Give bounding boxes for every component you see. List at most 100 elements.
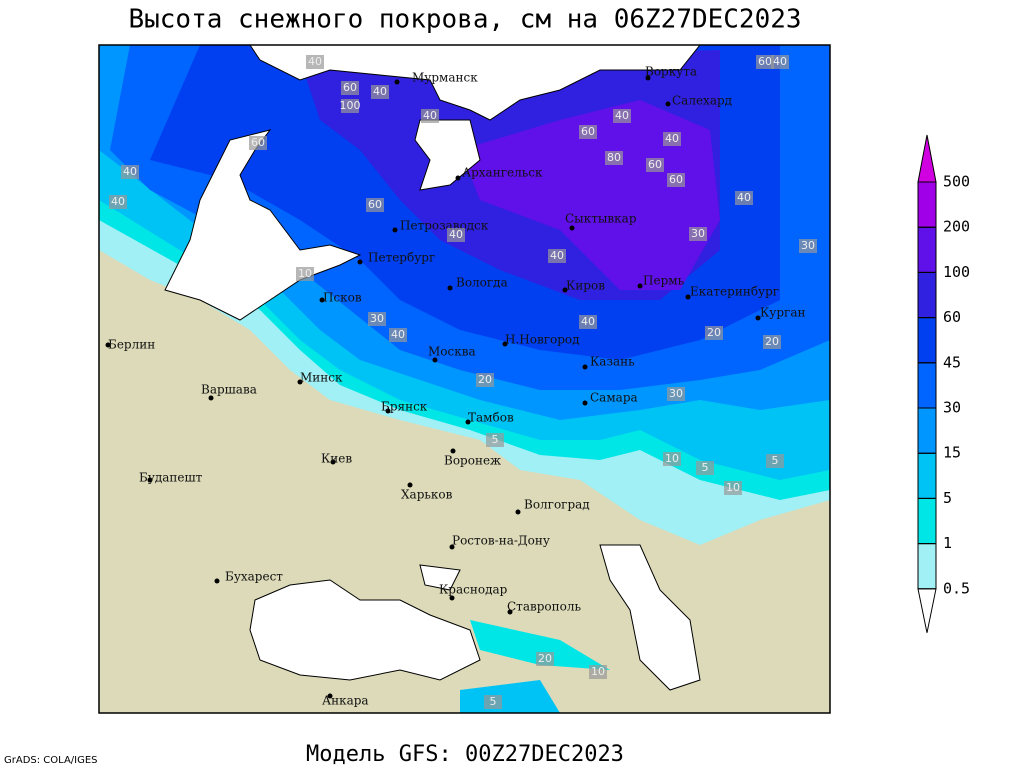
city-dot (665, 101, 671, 107)
contour-label: 30 (370, 312, 384, 325)
city-dot (319, 297, 325, 303)
contour-label: 60 (251, 136, 265, 149)
contour-label: 20 (538, 652, 552, 665)
city-dot (330, 459, 336, 465)
city-label: Москва (428, 345, 476, 359)
city-label: Брянск (381, 400, 428, 414)
contour-label-box (663, 452, 681, 466)
contour-label-box (447, 228, 465, 242)
legend-label: 500 (943, 173, 970, 191)
legend-swatch (917, 226, 937, 273)
contour-label-box (799, 239, 817, 253)
city-label: Петербург (368, 251, 435, 265)
legend-swatch (917, 317, 937, 364)
city-dot (449, 595, 455, 601)
contour-label-box (663, 132, 681, 146)
legend-swatch (917, 407, 937, 454)
contour-label-box (689, 227, 707, 241)
contour-label-box (486, 433, 504, 447)
city-dot (515, 509, 521, 515)
contour-label: 30 (669, 387, 683, 400)
contour-label-box (476, 373, 494, 387)
legend-swatch (917, 181, 937, 228)
contour-label: 100 (340, 99, 361, 112)
contour-label: 40 (665, 132, 679, 145)
city-dot (455, 175, 461, 181)
city-dot (214, 578, 220, 584)
city-dot (327, 693, 333, 699)
contour-label: 30 (801, 239, 815, 252)
contour-label: 40 (373, 85, 387, 98)
contour-label-box (421, 109, 439, 123)
city-dot (450, 448, 456, 454)
contour-label: 10 (665, 452, 679, 465)
contour-label-box (613, 109, 631, 123)
contour-label: 40 (773, 55, 787, 68)
contour-label-box (536, 652, 554, 666)
city-dot (582, 400, 588, 406)
contour-label: 10 (591, 665, 605, 678)
contour-label: 5 (772, 454, 779, 467)
contour-label-box (696, 461, 714, 475)
contour-label-box (341, 81, 359, 95)
city-dot (385, 408, 391, 414)
contour-label: 30 (691, 227, 705, 240)
contour-label-box (771, 55, 789, 69)
contour-label-box (371, 85, 389, 99)
city-dot (394, 79, 400, 85)
contour-label: 20 (478, 373, 492, 386)
city-label: Курган (760, 306, 805, 320)
city-dot (407, 482, 413, 488)
contour-label: 40 (449, 228, 463, 241)
contour-label-box (579, 315, 597, 329)
contour-label-box (705, 326, 723, 340)
city-dot (465, 419, 471, 425)
city-dot (569, 225, 575, 231)
city-label: Харьков (401, 488, 453, 502)
contour-label-box (368, 312, 386, 326)
contour-label-box (667, 173, 685, 187)
city-dot (432, 357, 438, 363)
contour-label: 20 (707, 326, 721, 339)
city-label: Псков (323, 291, 362, 305)
contour-label: 40 (308, 55, 322, 68)
legend-label: 60 (943, 308, 961, 326)
contour-label-box (766, 454, 784, 468)
city-label: Минск (300, 371, 343, 385)
city-dot (637, 283, 643, 289)
city-label: Будапешт (139, 471, 203, 485)
contour-label: 20 (765, 335, 779, 348)
contour-label-box (306, 55, 324, 69)
city-label: Архангельск (462, 166, 543, 180)
city-dot (507, 609, 513, 615)
city-label: Волгоград (524, 498, 590, 512)
contour-label: 40 (111, 195, 125, 208)
contour-label: 60 (669, 173, 683, 186)
legend-label: 15 (943, 444, 961, 462)
city-label: Киев (321, 452, 352, 466)
city-label: Сыктывкар (565, 212, 637, 226)
contour-label-box (296, 267, 314, 281)
city-label: Анкара (322, 694, 369, 708)
map-frame (98, 44, 831, 714)
city-dot (502, 341, 508, 347)
city-label: Петрозаводск (400, 219, 489, 233)
contour-label-box (724, 481, 742, 495)
contour-label: 10 (726, 481, 740, 494)
legend-label: 30 (943, 399, 961, 417)
city-label: Вологда (456, 276, 508, 290)
contour-label-box (579, 125, 597, 139)
contour-label: 40 (581, 315, 595, 328)
map: Мурманск Воркута Салехард Архангельск Петроз… (99, 45, 830, 713)
city-label: Воркута (645, 65, 697, 79)
legend-swatch (917, 271, 937, 319)
city-dot (105, 342, 111, 348)
contour-label-box (548, 249, 566, 263)
contour-label-box (763, 335, 781, 349)
city-label: Ставрополь (507, 600, 581, 614)
legend-arrow-bottom (917, 588, 937, 633)
legend-arrow-top (917, 134, 937, 183)
contour-label-box (667, 387, 685, 401)
legend-swatch (917, 362, 937, 409)
